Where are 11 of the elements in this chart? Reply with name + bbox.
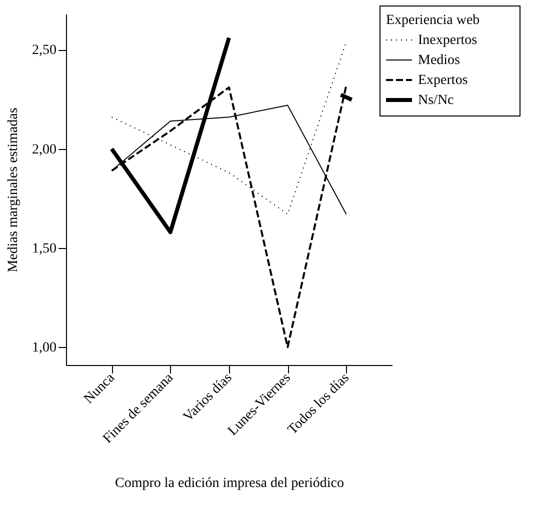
x-axis-title: Compro la edición impresa del periódico	[115, 476, 344, 491]
legend-title: Experiencia web	[386, 13, 480, 28]
legend-label: Ns/Nc	[418, 93, 454, 108]
legend-label: Expertos	[418, 73, 468, 88]
y-axis-title: Medias marginales estimadas	[6, 108, 21, 272]
legend-label: Medios	[418, 53, 460, 68]
y-tick-label: 1,00	[32, 340, 56, 356]
y-tick-label: 2,50	[32, 43, 56, 58]
y-tick-label: 2,00	[32, 142, 56, 158]
legend-label: Inexpertos	[418, 33, 478, 48]
y-tick-label: 1,50	[32, 242, 56, 256]
